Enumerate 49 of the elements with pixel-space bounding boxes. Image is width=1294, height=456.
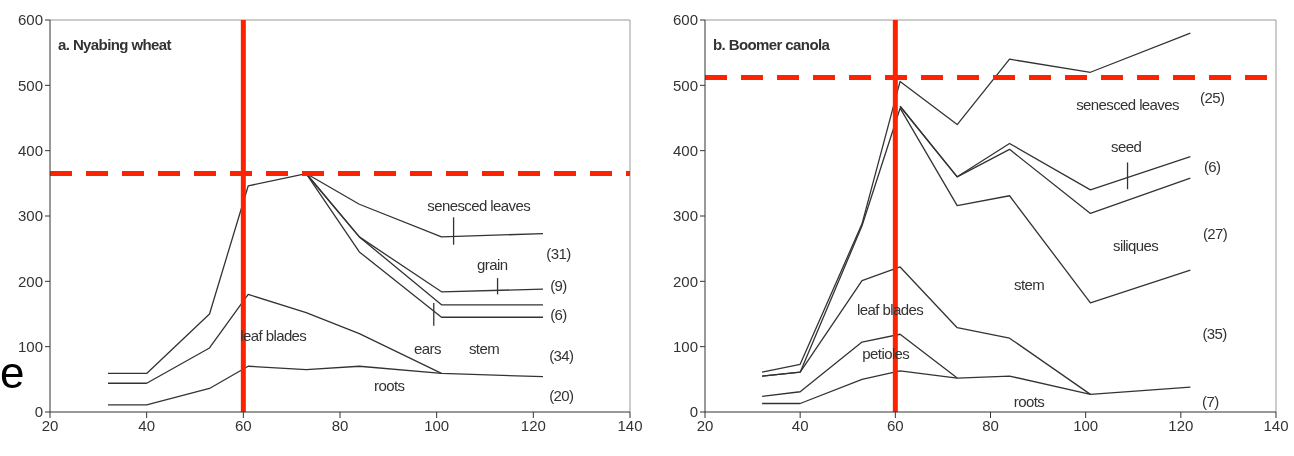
y-tick-label: 300 [672,207,698,225]
y-tick-label: 500 [672,76,698,94]
text: a. Nyabing wheat [58,36,171,53]
annotation: ears [414,340,441,358]
x-tick-label: 140 [1263,416,1289,434]
annotation: (34) [549,347,575,365]
y-tick-label: 0 [689,403,698,421]
annotation: (7) [1202,393,1220,411]
y-tick-label: 200 [672,272,698,290]
x-tick-label: 20 [41,416,59,434]
y-tick-label: 500 [17,76,43,94]
x-tick-label: 80 [982,416,999,434]
x-tick-label: 80 [331,416,349,434]
x-tick-label: 60 [234,416,252,434]
y-tick-label: 0 [34,403,43,421]
x-tick-label: 20 [696,416,714,434]
y-tick-label: 200 [17,272,43,290]
x-tick-label: 100 [1073,416,1099,434]
y-tick-label: 300 [17,207,43,225]
annotation: senesced leaves [427,197,531,215]
x-tick-label: 120 [1168,416,1194,434]
text: b. Boomer canola [713,36,830,53]
annotation: siliques [1113,236,1159,254]
annotation: (6) [550,305,568,323]
y-tick-label: 600 [17,11,43,29]
x-tick-label: 40 [791,416,809,434]
annotation: senesced leaves [1076,96,1179,114]
annotation: (6) [1203,157,1222,175]
annotation: (20) [549,387,575,405]
y-tick-label: 400 [672,141,698,159]
y-tick-label: 600 [672,11,698,29]
annotation: stem [1013,276,1045,294]
x-tick-label: 120 [520,416,546,434]
x-tick-label: 60 [886,416,904,434]
y-tick-label: 400 [17,141,43,159]
x-tick-label: 40 [138,416,156,434]
annotation: roots [1013,393,1045,411]
annotation: (27) [1202,225,1228,243]
y-tick-label: 100 [672,337,698,355]
annotation: stem [468,340,500,358]
annotation: (31) [546,245,572,263]
annotation: grain [477,255,508,273]
annotation: (25) [1200,89,1225,107]
x-tick-label: 140 [617,416,643,434]
annotation: seed [1111,138,1142,156]
annotation: (35) [1202,325,1228,343]
annotation: roots [374,376,405,394]
annotation: (9) [550,277,568,295]
x-tick-label: 100 [424,416,450,434]
